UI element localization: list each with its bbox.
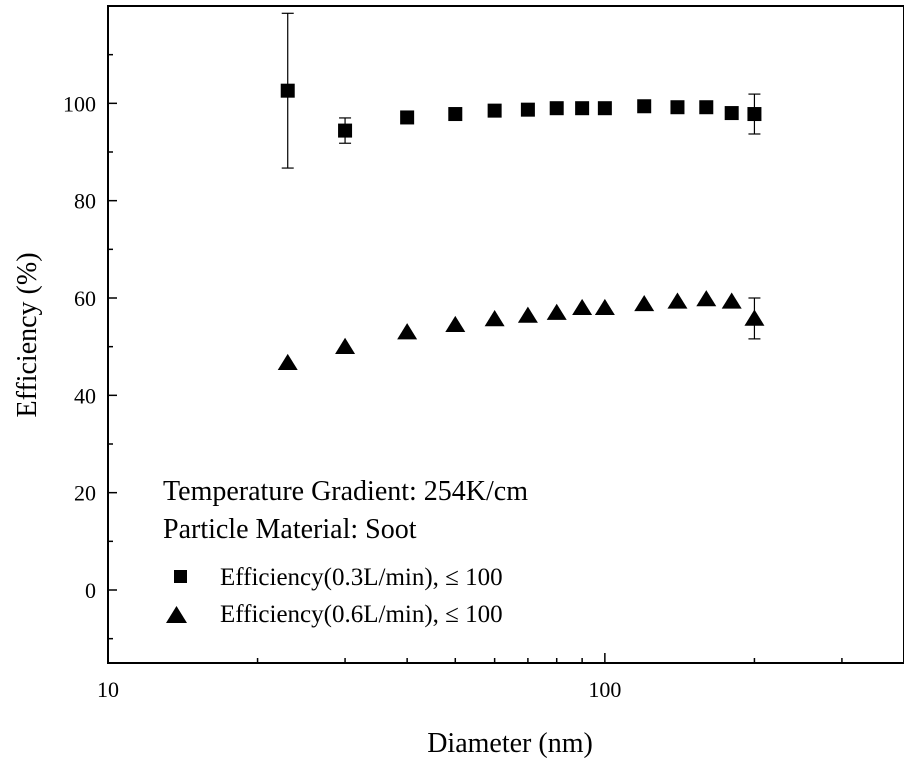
data-point-square xyxy=(520,102,535,117)
data-point-square xyxy=(448,107,463,122)
data-point-triangle xyxy=(667,292,688,309)
x-tick-label: 100 xyxy=(588,677,621,702)
data-point-triangle xyxy=(484,310,505,327)
legend-marker-square xyxy=(174,570,187,583)
data-point-triangle xyxy=(335,337,356,354)
y-tick-label: 80 xyxy=(74,189,96,214)
data-point-triangle xyxy=(696,290,717,307)
data-point-square xyxy=(400,110,415,125)
axis-ticks xyxy=(107,53,904,663)
y-tick-label: 100 xyxy=(63,91,96,116)
plot-frame xyxy=(107,5,904,664)
y-tick-label: 20 xyxy=(74,481,96,506)
data-point-square xyxy=(747,107,762,122)
data-point-square xyxy=(549,101,564,116)
data-point-triangle xyxy=(594,298,615,316)
y-tick-label: 60 xyxy=(74,286,96,311)
error-bars xyxy=(281,12,761,340)
legend: Efficiency(0.3L/min), ≤ 100 Efficiency(0… xyxy=(166,564,503,628)
data-point-triangle xyxy=(517,306,538,323)
data-point-triangle xyxy=(277,353,298,370)
annotation-temperature-gradient: Temperature Gradient: 254K/cm xyxy=(163,476,528,507)
data-point-square xyxy=(670,100,685,115)
data-point-triangle xyxy=(546,303,567,320)
data-point-triangle xyxy=(721,292,742,309)
data-point-square xyxy=(575,101,590,116)
data-point-triangle xyxy=(397,323,418,340)
data-point-square xyxy=(280,83,295,98)
x-tick-label: 10 xyxy=(97,677,119,702)
data-point-square xyxy=(637,99,652,114)
axis-tick-labels: 0 20 40 60 80 100 10 100 xyxy=(63,91,621,702)
data-point-square xyxy=(487,103,502,118)
data-point-square xyxy=(724,106,739,121)
x-axis-title: Diameter (nm) xyxy=(427,728,593,759)
data-point-triangle xyxy=(445,315,466,333)
legend-label-series-2: Efficiency(0.6L/min), ≤ 100 xyxy=(220,601,503,628)
y-tick-label: 0 xyxy=(85,578,96,603)
legend-label-series-1: Efficiency(0.3L/min), ≤ 100 xyxy=(220,564,503,591)
annotation-particle-material: Particle Material: Soot xyxy=(163,514,417,545)
data-point-triangle xyxy=(572,298,593,316)
data-point-square xyxy=(597,101,612,116)
data-point-square xyxy=(338,123,353,138)
data-point-triangle xyxy=(744,309,765,326)
legend-marker-triangle xyxy=(166,606,187,623)
data-point-square xyxy=(699,100,714,115)
y-axis-title: Efficiency (%) xyxy=(12,252,43,417)
data-point-triangle xyxy=(634,294,655,312)
y-tick-label: 40 xyxy=(74,383,96,408)
data-markers xyxy=(277,83,765,370)
